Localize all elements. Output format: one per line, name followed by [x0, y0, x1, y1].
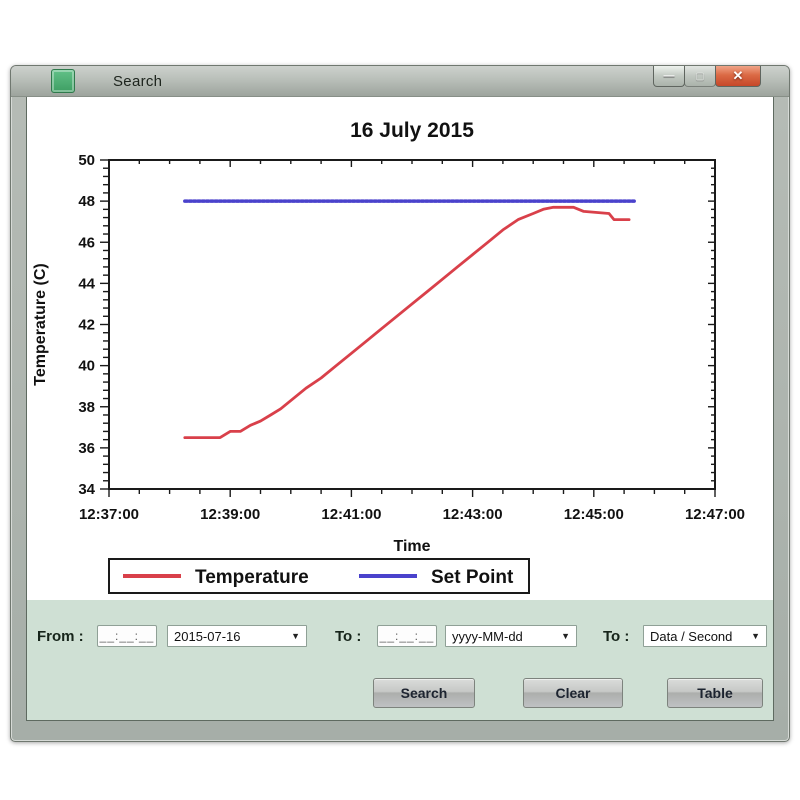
maximize-button[interactable]: ▢ — [684, 66, 716, 87]
close-button[interactable]: ✕ — [715, 66, 761, 87]
close-icon: ✕ — [732, 68, 744, 83]
svg-text:12:47:00: 12:47:00 — [685, 506, 745, 523]
svg-text:16 July 2015: 16 July 2015 — [350, 119, 474, 142]
title-bar[interactable]: Search — ▢ ✕ — [11, 66, 789, 97]
svg-text:36: 36 — [78, 440, 95, 457]
chevron-down-icon: ▼ — [751, 631, 760, 641]
window-title: Search — [113, 72, 163, 90]
chevron-down-icon: ▼ — [561, 631, 570, 641]
svg-text:12:39:00: 12:39:00 — [200, 506, 260, 523]
table-button[interactable]: Table — [667, 678, 763, 708]
minimize-icon: — — [663, 70, 675, 82]
svg-text:12:37:00: 12:37:00 — [79, 506, 139, 523]
from-label: From : — [37, 628, 84, 645]
from-time-input[interactable] — [97, 625, 157, 647]
to-time-input[interactable] — [377, 625, 437, 647]
chevron-down-icon: ▼ — [291, 631, 300, 641]
svg-text:46: 46 — [78, 234, 95, 251]
search-button[interactable]: Search — [373, 678, 475, 708]
svg-text:Temperature (C): Temperature (C) — [32, 263, 49, 385]
chart-panel: 16 July 2015 34 36 38 40 42 44 46 48 50 12:37:00 12… — [27, 97, 773, 600]
svg-text:38: 38 — [78, 399, 95, 416]
temperature-chart: 16 July 2015 34 36 38 40 42 44 46 48 50 12:37:00 12… — [32, 119, 745, 594]
svg-text:50: 50 — [78, 152, 95, 169]
svg-text:42: 42 — [78, 317, 95, 334]
date-format-select[interactable]: yyyy-MM-dd ▼ — [445, 625, 577, 647]
from-date-select[interactable]: 2015-07-16 ▼ — [167, 625, 307, 647]
svg-text:Set Point: Set Point — [431, 567, 514, 588]
svg-text:40: 40 — [78, 358, 95, 375]
app-icon — [51, 69, 75, 93]
interval-label: To : — [603, 628, 630, 645]
date-format-value: yyyy-MM-dd — [452, 628, 523, 644]
maximize-icon: ▢ — [695, 70, 705, 82]
svg-text:44: 44 — [78, 275, 95, 292]
svg-text:12:45:00: 12:45:00 — [564, 506, 624, 523]
clear-button[interactable]: Clear — [523, 678, 623, 708]
svg-text:12:41:00: 12:41:00 — [321, 506, 381, 523]
from-date-value: 2015-07-16 — [174, 628, 241, 644]
to-label: To : — [335, 628, 362, 645]
interval-value: Data / Second — [650, 628, 733, 644]
interval-select[interactable]: Data / Second ▼ — [643, 625, 767, 647]
window-controls: — ▢ ✕ — [653, 66, 761, 87]
svg-text:Time: Time — [393, 538, 430, 555]
window-frame: 16 July 2015 34 36 38 40 42 44 46 48 50 12:37:00 12… — [11, 96, 789, 744]
svg-text:12:43:00: 12:43:00 — [443, 506, 503, 523]
svg-text:34: 34 — [78, 481, 95, 498]
query-form: From : 2015-07-16 ▼ To : yyyy-MM-dd ▼ To… — [27, 600, 773, 720]
svg-text:Temperature: Temperature — [195, 567, 309, 588]
window-content: 16 July 2015 34 36 38 40 42 44 46 48 50 12:37:00 12… — [26, 96, 774, 721]
minimize-button[interactable]: — — [653, 66, 685, 87]
svg-text:48: 48 — [78, 193, 95, 210]
search-window: Search — ▢ ✕ 16 July 2015 34 36 38 40 42 44 46 4… — [10, 65, 790, 742]
